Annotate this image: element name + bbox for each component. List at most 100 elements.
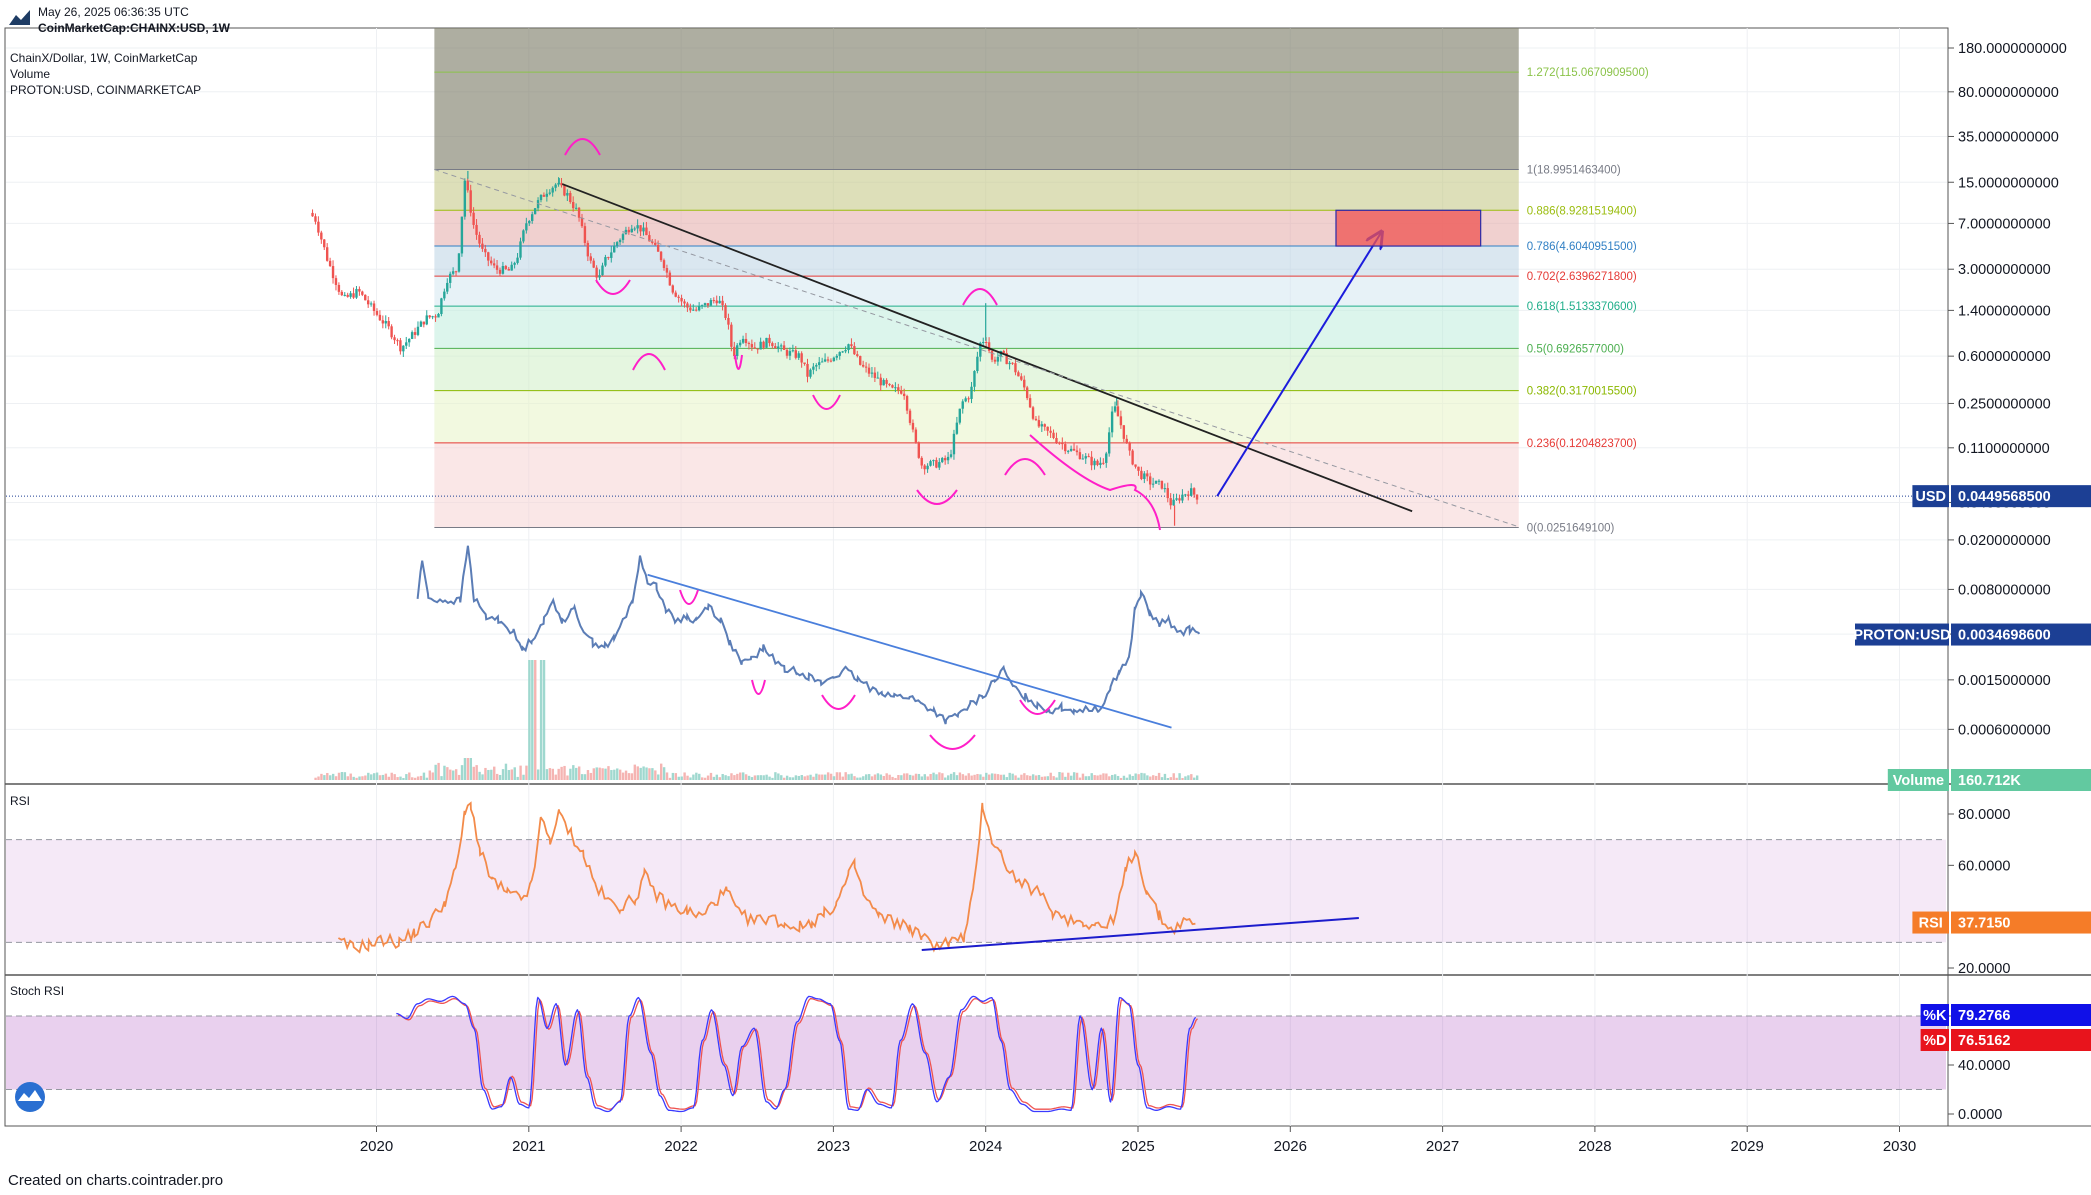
fib-level-label: 1.272(115.0670909500) [1527,67,1649,79]
x-tick-label: 2024 [969,1138,1002,1155]
volume-bar [826,772,830,780]
candle-body [674,292,677,297]
volume-bar [408,772,411,780]
candle-body [533,208,537,215]
x-tick-label: 2027 [1426,1138,1459,1155]
volume-bar [384,773,388,780]
volume-bar [803,776,806,780]
volume-bar [782,777,786,780]
rsi-line [337,801,1196,954]
proton-price-badge: PROTON:USD 0.0034698600 [1853,623,2091,646]
rsi-value-badge-value-bg [1951,911,2091,934]
candle-body [1096,460,1099,465]
candle-body [572,202,575,209]
volume-bar [1008,772,1011,780]
volume-bar [1031,774,1035,780]
candle-body [741,338,745,343]
candle-body [604,257,607,266]
volume-bar [1116,775,1120,780]
x-tick-label: 2021 [512,1138,545,1155]
fib-level-label: 0.5(0.6926577000) [1527,343,1624,355]
volume-bar [862,776,865,780]
candle-body [1072,448,1076,451]
volume-bar [1037,774,1041,780]
usd-price-badge: USD 0.0449568500 [1912,485,2091,508]
volume-bar [1075,772,1079,780]
stoch-k-badge-value-bg [1951,1004,2091,1026]
candle-body [1184,494,1187,496]
volume-bar [627,773,631,780]
candle-body [1134,464,1137,467]
candle-body [1163,488,1167,490]
volume-bar [431,772,434,780]
candle-body [516,257,519,263]
candle-body [1107,432,1111,454]
candle-body [375,310,379,315]
volume-bar [1058,772,1061,780]
volume-bar [668,777,672,780]
volume-bar [314,777,317,780]
volume-bar [885,773,888,780]
candle-body [941,458,944,463]
volume-bar [736,773,739,780]
candle-body [1189,488,1193,496]
candle-body [970,386,973,399]
volume-bar [879,774,883,780]
candle-body [1028,398,1032,408]
candle-body [1140,470,1143,480]
candle-body [416,326,420,335]
candle-body [709,300,713,306]
volume-bar [434,764,437,780]
candle-body [976,356,979,372]
volume-bar [352,776,355,780]
volume-bar [454,769,458,780]
candle-body [1052,432,1055,438]
candle-body [627,229,631,233]
candle-body [569,193,572,203]
candle-body [900,390,903,394]
candle-body [1172,499,1175,506]
candle-body [791,350,795,352]
volume-bar [1190,774,1193,780]
candle-body [870,372,874,374]
volume-bar [320,773,323,780]
candle-body [530,214,534,221]
candle-body [952,433,956,455]
volume-bar [490,769,493,780]
volume-bar [952,772,956,780]
stoch-d-badge-value-bg [1951,1029,2091,1051]
candle-body [695,309,698,311]
volume-bar [733,775,736,780]
candle-body [1125,438,1128,443]
candle-body [677,296,680,298]
volume-bar [422,772,426,780]
candle-body [618,239,622,243]
highlight-curve [679,589,699,605]
volume-bar [744,774,748,780]
candle-body [844,350,847,352]
candle-body [566,193,569,196]
candle-body [451,271,455,274]
volume-bar [375,772,379,780]
volume-bar [504,763,508,780]
candle-body [1093,460,1096,466]
candle-body [993,359,997,362]
volume-bar [648,768,651,780]
volume-bar [859,777,862,780]
candle-body [498,269,502,274]
volume-bar [657,774,660,780]
candle-body [542,194,546,197]
volume-bar [993,773,997,780]
volume-bar [355,777,358,780]
candle-body [457,253,461,272]
volume-bar [557,768,560,780]
volume-bar [1105,773,1108,780]
candle-body [1066,450,1070,452]
candle-body [434,316,437,318]
tv-logo-icon[interactable] [15,1082,45,1112]
volume-bar [935,774,938,780]
candle-body [560,182,563,186]
legend-main: ChainX/Dollar, 1W, CoinMarketCap [10,51,198,65]
volume-bar [1070,775,1073,780]
volume-bar [1067,772,1070,780]
